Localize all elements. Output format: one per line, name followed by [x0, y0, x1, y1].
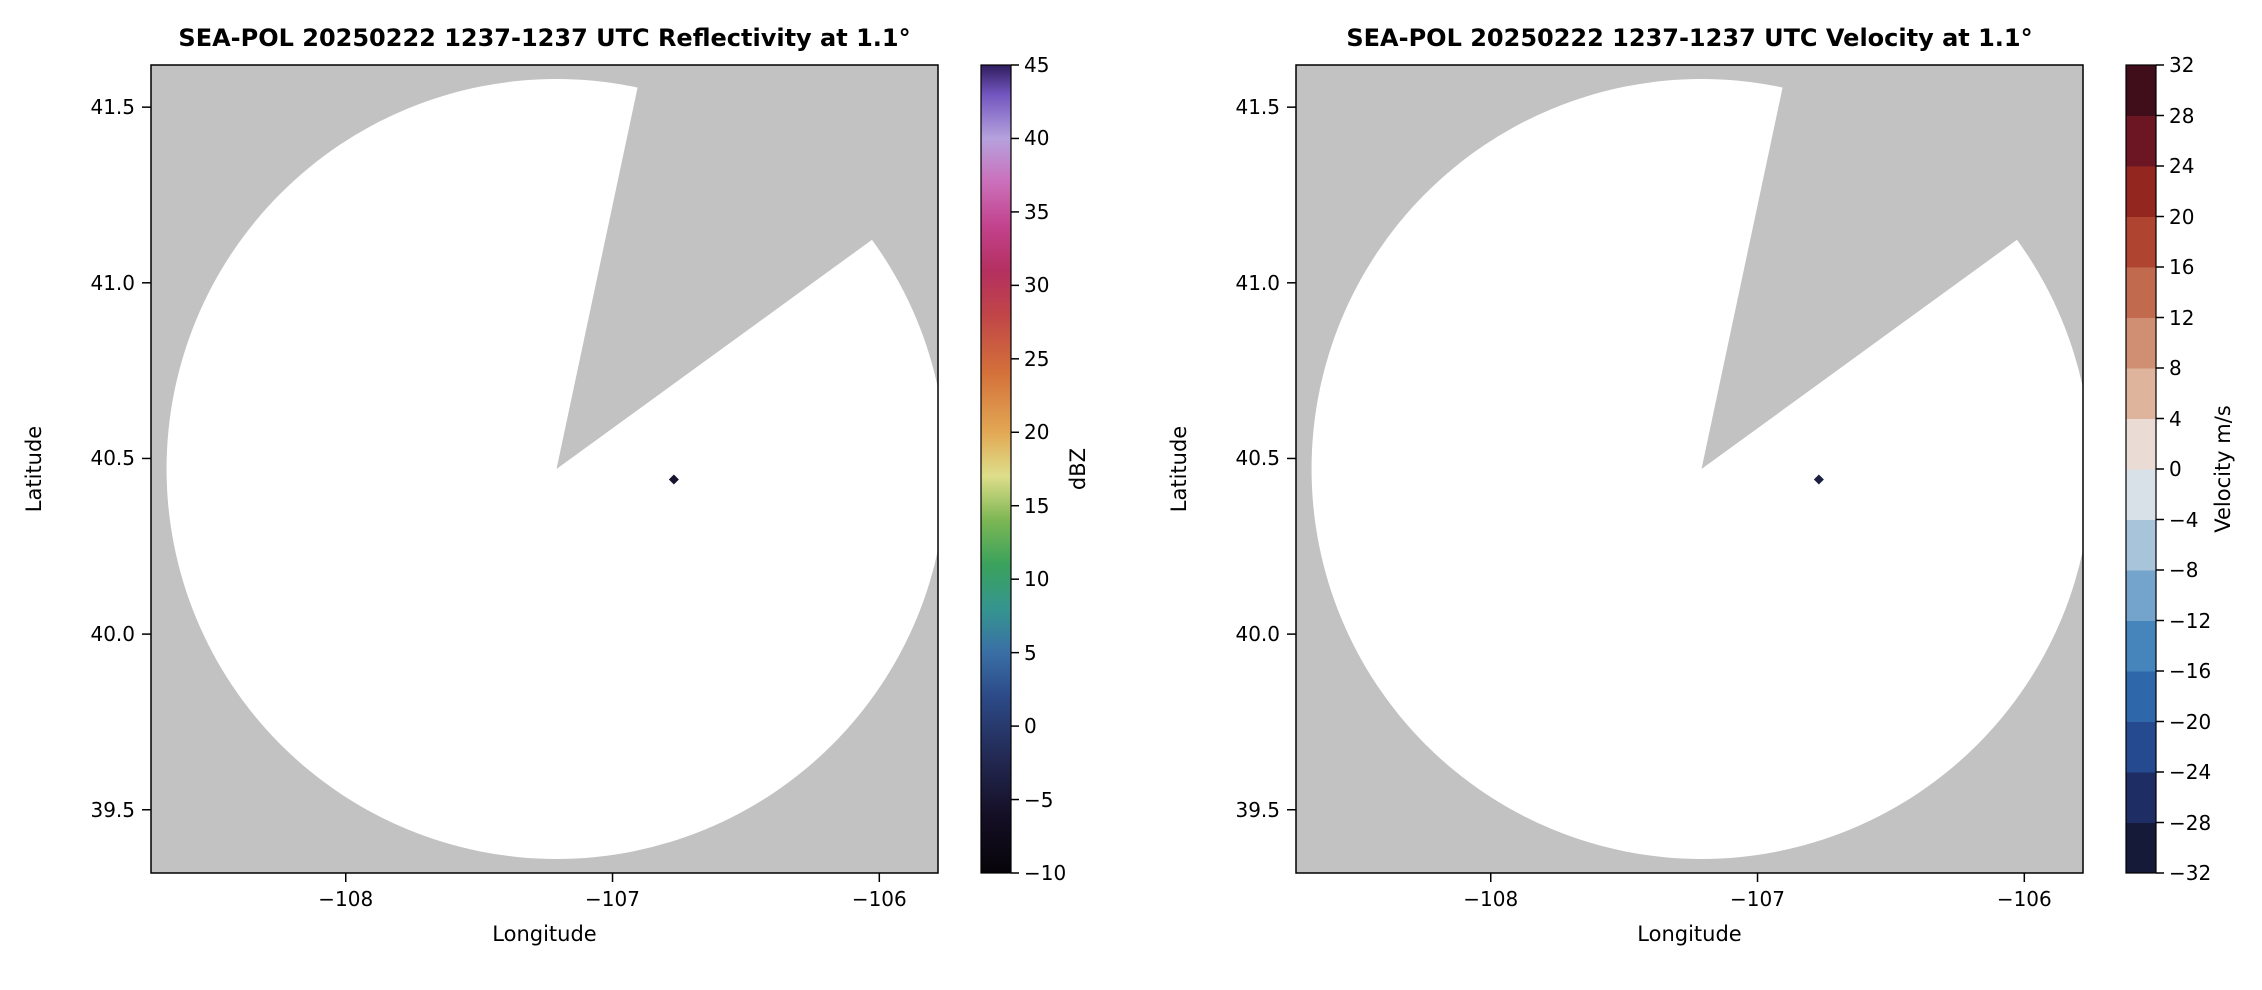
colorbar-segment: [2126, 469, 2156, 521]
velocity-y-tick-label: 39.5: [1235, 797, 1280, 822]
velocity-x-tick-label: −108: [1463, 887, 1519, 911]
reflectivity-colorbar-tick-label: 10: [1024, 567, 1050, 592]
colorbar-segment: [2126, 65, 2156, 117]
reflectivity-x-tick-label: −107: [585, 887, 640, 911]
velocity-colorbar-tick-label: −16: [2169, 659, 2212, 683]
reflectivity-y-tick-label: 40.0: [90, 622, 135, 647]
reflectivity-blocked-sector: [556, 65, 938, 469]
reflectivity-x-tick-label: −106: [851, 887, 907, 911]
reflectivity-colorbar-tick-label: 30: [1024, 273, 1050, 298]
reflectivity-colorbar-tick-label: 25: [1024, 346, 1050, 371]
velocity-x-tick-label: −107: [1730, 887, 1785, 911]
colorbar-segment: [2126, 721, 2156, 773]
reflectivity-y-tick-label: 41.5: [90, 95, 135, 120]
velocity-colorbar-tick-label: 28: [2169, 103, 2195, 128]
reflectivity-colorbar-tick-label: 40: [1024, 126, 1050, 151]
velocity-colorbar-tick-label: −20: [2169, 709, 2212, 734]
velocity-y-tick-label: 41.5: [1235, 95, 1280, 120]
reflectivity-panel-title: SEA-POL 20250222 1237-1237 UTC Reflectiv…: [178, 24, 911, 52]
reflectivity-y-tick-label: 40.5: [90, 446, 135, 471]
reflectivity-colorbar-tick-label: 5: [1024, 640, 1037, 665]
velocity-colorbar-tick-label: 24: [2169, 154, 2195, 178]
velocity-colorbar-tick-label: 4: [2169, 406, 2182, 431]
velocity-colorbar-tick-label: 8: [2169, 356, 2182, 380]
reflectivity-colorbar-tick-label: 35: [1024, 199, 1050, 224]
colorbar-segment: [2126, 166, 2156, 218]
reflectivity-y-tick-label: 39.5: [90, 797, 135, 822]
reflectivity-colorbar-tick-label: 20: [1024, 420, 1050, 445]
velocity-colorbar: [2126, 65, 2156, 874]
velocity-panel-title: SEA-POL 20250222 1237-1237 UTC Velocity …: [1346, 24, 2033, 52]
reflectivity-colorbar-frame: [980, 64, 1012, 874]
velocity-axes-frame: [1295, 64, 2084, 874]
velocity-colorbar-tick-label: −24: [2169, 760, 2212, 784]
velocity-echo-marker: [1813, 474, 1824, 485]
velocity-x-tick-label: −106: [1996, 887, 2052, 911]
velocity-colorbar-tick-label: −28: [2169, 810, 2212, 835]
reflectivity-colorbar-label: dBZ: [1066, 447, 1090, 491]
velocity-blocked-sector: [1701, 65, 2083, 469]
velocity-colorbar-tick-label: −4: [2169, 507, 2199, 532]
velocity-y-tick-label: 40.5: [1235, 446, 1280, 471]
velocity-colorbar-tick-label: −8: [2169, 558, 2199, 582]
velocity-colorbar-tick-label: 20: [2169, 204, 2195, 229]
reflectivity-axes-frame: [150, 64, 939, 874]
colorbar-segment: [2126, 267, 2156, 319]
reflectivity-x-tick-label: −108: [318, 887, 374, 911]
velocity-colorbar-tick-label: 16: [2169, 255, 2195, 279]
velocity-y-tick-label: 41.0: [1235, 270, 1280, 295]
colorbar-segment: [2126, 620, 2156, 672]
reflectivity-colorbar-tick-label: 15: [1024, 493, 1050, 518]
velocity-xaxis-label: Longitude: [1637, 922, 1742, 946]
reflectivity-xaxis-label: Longitude: [492, 922, 597, 946]
colorbar-segment: [2126, 368, 2156, 420]
colorbar-segment: [2126, 671, 2156, 723]
velocity-colorbar-tick-label: −32: [2169, 861, 2212, 885]
colorbar-segment: [2126, 570, 2156, 622]
reflectivity-plot: [142, 64, 1019, 882]
velocity-plot: [1287, 64, 2164, 882]
colorbar-segment: [2126, 418, 2156, 470]
reflectivity-echo-marker: [668, 474, 679, 485]
velocity-y-tick-label: 40.0: [1235, 622, 1280, 647]
reflectivity-y-tick-label: 41.0: [90, 270, 135, 295]
colorbar-segment: [2126, 216, 2156, 268]
colorbar-segment: [2126, 115, 2156, 167]
reflectivity-colorbar: [981, 65, 1011, 873]
reflectivity-colorbar-tick-label: 0: [1024, 714, 1037, 739]
velocity-colorbar-tick-label: −12: [2169, 608, 2212, 633]
colorbar-segment: [2126, 822, 2156, 874]
velocity-colorbar-tick-label: 12: [2169, 305, 2195, 330]
velocity-colorbar-tick-label: 32: [2169, 53, 2195, 77]
colorbar-segment: [2126, 519, 2156, 571]
reflectivity-colorbar-tick-label: 45: [1024, 53, 1050, 77]
velocity-colorbar-tick-label: 0: [2169, 457, 2182, 481]
reflectivity-colorbar-tick-label: −5: [1024, 787, 1054, 812]
colorbar-segment: [2126, 317, 2156, 369]
colorbar-segment: [2126, 772, 2156, 824]
reflectivity-colorbar-tick-label: −10: [1024, 861, 1067, 885]
